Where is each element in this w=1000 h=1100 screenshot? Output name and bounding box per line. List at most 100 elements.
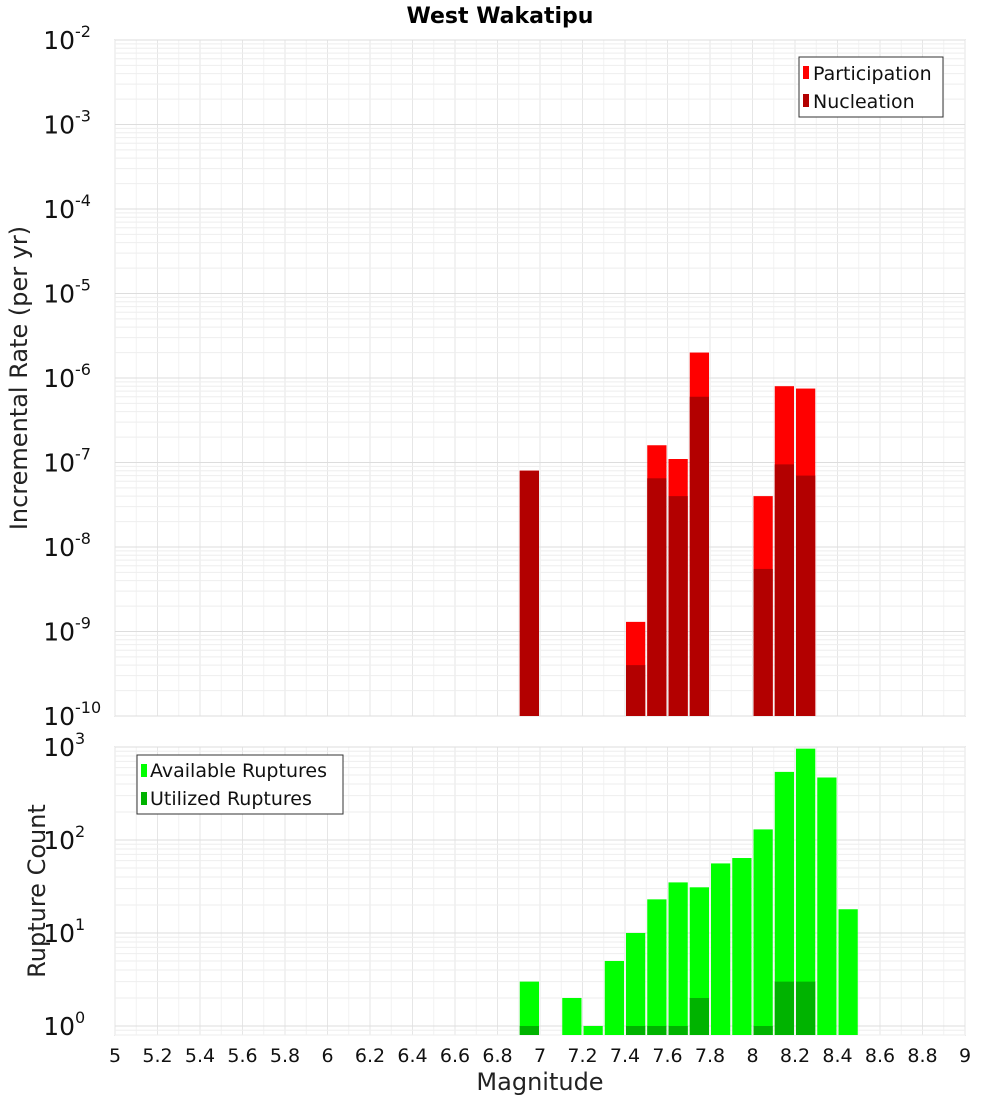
bottom-bar-utilized-ruptures (774, 981, 794, 1035)
top-bar-nucleation (626, 665, 646, 716)
bottom-bar-available-ruptures (838, 909, 858, 1035)
x-tick-label: 7.8 (695, 1045, 725, 1067)
x-tick-label: 5.8 (270, 1045, 300, 1067)
bottom-bar-available-ruptures (519, 981, 539, 1035)
y-tick-exponent: 2 (75, 822, 85, 841)
y-tick-label: 10 (43, 195, 75, 224)
top-y-axis-label: Incremental Rate (per yr) (5, 226, 33, 530)
y-tick-label: 10 (43, 364, 75, 393)
y-tick-exponent: 3 (75, 729, 85, 748)
bottom-bar-available-ruptures (647, 899, 667, 1035)
bottom-bar-available-ruptures (753, 829, 773, 1035)
top-legend-box (798, 56, 944, 118)
y-tick-label: 10 (43, 826, 75, 855)
x-tick-label: 5.6 (227, 1045, 257, 1067)
y-tick-label: 10 (43, 449, 75, 478)
bottom-bar-available-ruptures (626, 932, 646, 1035)
y-tick-label: 10 (43, 533, 75, 562)
bottom-bar-available-ruptures (817, 777, 837, 1035)
legend-swatch-available (141, 764, 147, 777)
top-legend: Participation Nucleation (798, 56, 944, 118)
bottom-bar-utilized-ruptures (626, 1025, 646, 1035)
bottom-bar-available-ruptures (774, 771, 794, 1035)
bottom-legend-box (136, 754, 344, 815)
bottom-bar-utilized-ruptures (519, 1025, 539, 1035)
y-tick-exponent: -3 (75, 107, 91, 126)
y-tick-label: 10 (43, 919, 75, 948)
y-tick-label: 10 (43, 1012, 75, 1041)
top-gridlines (114, 39, 966, 717)
x-tick-label: 7 (534, 1045, 546, 1067)
y-tick-exponent: -5 (75, 276, 91, 295)
x-tick-label: 7.6 (652, 1045, 682, 1067)
y-tick-exponent: -4 (75, 191, 91, 210)
x-tick-label: 5.2 (142, 1045, 172, 1067)
x-tick-label: 9 (959, 1045, 971, 1067)
top-bar-nucleation (689, 396, 709, 716)
top-bar-nucleation (519, 470, 539, 716)
x-axis-label: Magnitude (476, 1068, 603, 1096)
x-tick-label: 6.2 (355, 1045, 385, 1067)
x-tick-labels: 5 5.2 5.4 5.6 5.8 6 6.2 6.4 6.6 6.8 7 7.2 7.4 7.6 7.8 8… (109, 1045, 971, 1067)
y-tick-label: 10 (43, 733, 75, 762)
bottom-bar-available-ruptures (583, 1025, 603, 1035)
y-tick-exponent: -10 (75, 698, 101, 717)
bottom-legend: Available Ruptures Utilized Ruptures (136, 754, 344, 815)
x-tick-label: 8.4 (822, 1045, 852, 1067)
x-tick-label: 6 (321, 1045, 333, 1067)
bottom-y-axis-label: Rupture Count (23, 804, 51, 978)
x-tick-label: 6.6 (440, 1045, 470, 1067)
x-tick-label: 7.4 (610, 1045, 640, 1067)
legend-label-utilized: Utilized Ruptures (150, 788, 312, 810)
y-tick-exponent: 0 (75, 1008, 85, 1027)
bottom-bar-utilized-ruptures (647, 1025, 667, 1035)
legend-swatch-nucleation (803, 94, 809, 107)
y-tick-exponent: -7 (75, 445, 91, 464)
legend-label-participation: Participation (813, 63, 932, 85)
top-bar-nucleation (753, 568, 773, 716)
y-tick-label: 10 (43, 111, 75, 140)
bottom-bars (519, 748, 858, 1035)
bottom-bar-available-ruptures (711, 863, 731, 1035)
y-tick-label: 10 (43, 26, 75, 55)
bottom-bar-available-ruptures (796, 748, 816, 1035)
bottom-bar-utilized-ruptures (668, 1025, 688, 1035)
top-y-tick-labels: 10-210-310-410-510-610-710-810-910-10 (43, 22, 101, 731)
y-tick-label: 10 (43, 702, 75, 731)
x-tick-label: 8 (746, 1045, 758, 1067)
x-tick-label: 8.6 (865, 1045, 895, 1067)
x-tick-label: 8.8 (907, 1045, 937, 1067)
legend-swatch-participation (803, 66, 809, 79)
y-tick-exponent: -6 (75, 360, 91, 379)
y-tick-label: 10 (43, 280, 75, 309)
participation-rate-panel: 10-210-310-410-510-610-710-810-910-10 In… (5, 22, 966, 731)
bottom-bar-utilized-ruptures (796, 981, 816, 1035)
legend-label-available: Available Ruptures (150, 760, 327, 782)
bottom-bar-available-ruptures (732, 858, 752, 1035)
y-tick-exponent: 1 (75, 915, 85, 934)
y-tick-exponent: -8 (75, 529, 91, 548)
x-tick-label: 7.2 (567, 1045, 597, 1067)
chart-title: West Wakatipu (407, 4, 594, 29)
bottom-bar-utilized-ruptures (753, 1025, 773, 1035)
top-bar-nucleation (774, 464, 794, 716)
y-tick-exponent: -2 (75, 22, 91, 41)
x-tick-label: 6.8 (482, 1045, 512, 1067)
x-tick-label: 6.4 (397, 1045, 427, 1067)
x-tick-label: 5 (109, 1045, 121, 1067)
y-tick-label: 10 (43, 618, 75, 647)
y-tick-exponent: -9 (75, 614, 91, 633)
top-bar-nucleation (647, 478, 667, 716)
x-tick-label: 8.2 (780, 1045, 810, 1067)
bottom-bar-available-ruptures (668, 882, 688, 1035)
x-tick-label: 5.4 (185, 1045, 215, 1067)
legend-swatch-utilized (141, 792, 147, 805)
bottom-bar-available-ruptures (562, 997, 582, 1035)
bottom-bar-utilized-ruptures (689, 997, 709, 1035)
top-bar-nucleation (668, 496, 688, 716)
top-bars (519, 352, 816, 716)
legend-label-nucleation: Nucleation (813, 91, 915, 113)
